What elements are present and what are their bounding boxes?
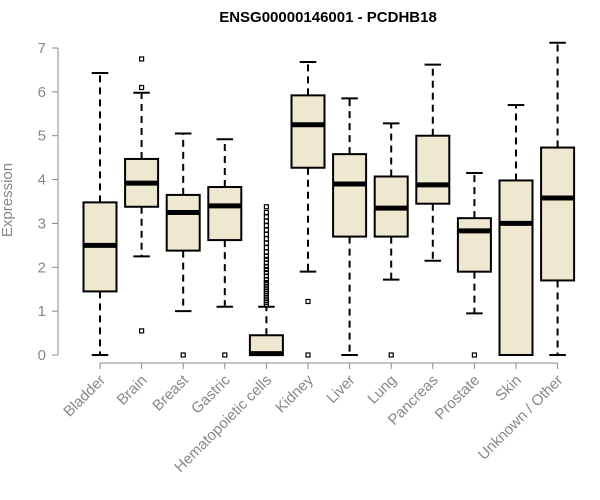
outlier-point	[263, 231, 269, 237]
outlier-point	[305, 298, 311, 305]
x-tick-label: Prostate	[432, 372, 484, 424]
outlier-point	[263, 269, 269, 276]
y-tick-label: 2	[38, 259, 46, 276]
outlier-point	[263, 227, 269, 233]
iqr-box	[165, 193, 201, 252]
box-skin	[498, 104, 534, 356]
iqr-box	[498, 179, 534, 356]
x-tick-label: Skin	[492, 372, 525, 405]
y-axis: 0 1 2 3 4 5 6 7	[38, 40, 59, 364]
x-tick-label: Kidney	[272, 371, 317, 416]
outlier-point	[139, 56, 145, 62]
boxes-group	[82, 41, 576, 358]
box-kidney	[290, 61, 326, 358]
chart-title: ENSG00000146001 - PCDHB18	[219, 9, 437, 26]
iqr-box	[332, 153, 368, 238]
box-pancreas	[415, 63, 451, 262]
outlier-point	[305, 352, 311, 358]
outlier-point	[263, 209, 269, 216]
outlier-point	[263, 218, 269, 224]
outlier-point	[263, 223, 269, 229]
y-tick-label: 5	[38, 128, 46, 145]
iqr-box	[207, 186, 243, 242]
outlier-point	[263, 240, 269, 246]
outlier-point	[139, 84, 145, 91]
y-tick-label: 3	[38, 215, 46, 232]
box-hematopoietic-cells	[248, 204, 284, 357]
outlier-point	[263, 204, 269, 210]
iqr-box	[290, 94, 326, 169]
outlier-point	[180, 352, 186, 358]
box-unknown-other	[540, 41, 576, 356]
outlier-point	[263, 266, 269, 273]
box-bladder	[82, 71, 118, 356]
outlier-point	[263, 214, 269, 220]
y-tick-label: 6	[38, 84, 46, 101]
box-prostate	[456, 171, 492, 358]
y-tick-label: 0	[38, 347, 46, 364]
box-brain	[124, 56, 160, 334]
box-gastric	[207, 138, 243, 358]
iqr-box	[456, 217, 492, 273]
box-breast	[165, 132, 201, 358]
x-tick-label: Lung	[364, 372, 400, 408]
x-tick-label: Liver	[323, 372, 358, 407]
outlier-point	[263, 236, 269, 242]
outlier-point	[263, 280, 269, 286]
x-tick-label: Breast	[149, 371, 192, 414]
outlier-point	[263, 244, 269, 251]
y-tick-label: 7	[38, 40, 46, 57]
box-lung	[373, 122, 409, 358]
outlier-point	[222, 352, 228, 358]
iqr-box	[415, 134, 451, 205]
y-tick-label: 1	[38, 303, 46, 320]
outlier-point	[388, 352, 394, 358]
outlier-point	[471, 352, 477, 358]
iqr-box	[540, 146, 576, 282]
outlier-point	[139, 328, 145, 334]
y-tick-label: 4	[38, 172, 46, 189]
x-tick-label: Bladder	[60, 372, 109, 421]
outlier-point	[263, 256, 269, 262]
outlier-point	[263, 249, 269, 255]
y-axis-label: Expression	[0, 163, 16, 237]
box-liver	[332, 97, 368, 356]
x-tick-label: Brain	[114, 372, 151, 409]
